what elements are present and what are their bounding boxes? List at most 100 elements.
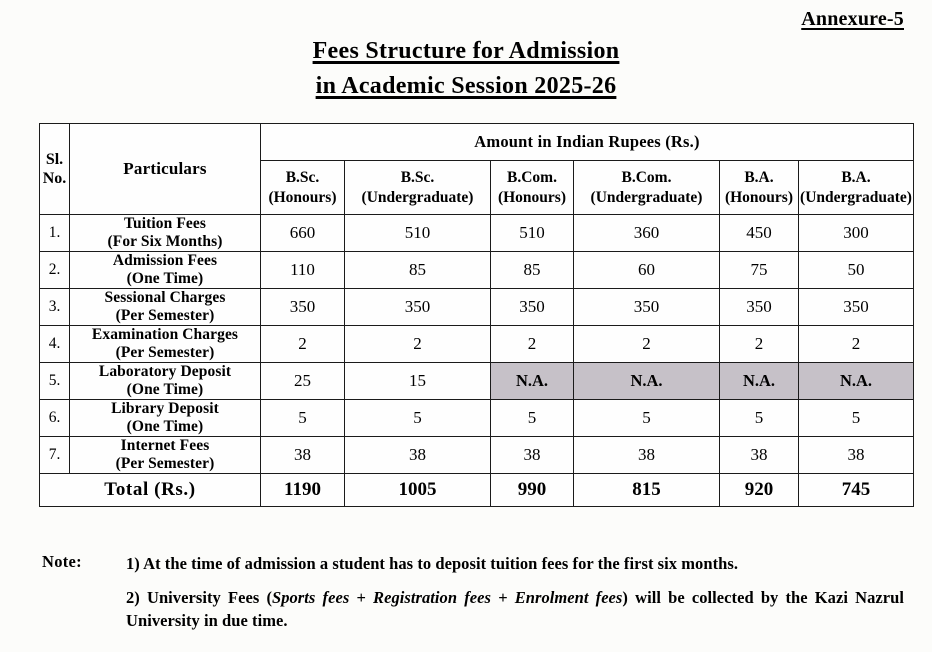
row-value: 2: [573, 325, 720, 363]
row-value: 350: [490, 288, 574, 326]
row-value: 85: [490, 251, 574, 289]
particular-subtitle: (For Six Months): [107, 233, 223, 250]
header-sl-line-1: Sl.: [45, 151, 64, 168]
notes-label: Note:: [42, 552, 82, 571]
row-value: 2: [260, 325, 345, 363]
row-particular: Examination Charges (Per Semester): [69, 325, 261, 363]
row-value: 50: [798, 251, 914, 289]
row-serial-number: 5.: [39, 362, 70, 400]
row-serial-number: 4.: [39, 325, 70, 363]
table-row: 4. Examination Charges (Per Semester) 2 2 2 2 2…: [39, 325, 914, 363]
row-value: 450: [719, 214, 799, 252]
table-row: 6. Library Deposit (One Time) 5 5 5 5 5 5: [39, 399, 914, 437]
row-value: 510: [344, 214, 491, 252]
particular-title: Admission Fees: [112, 252, 218, 269]
table-row: 3. Sessional Charges (Per Semester) 350 350 3…: [39, 288, 914, 326]
row-value-na: N.A.: [798, 362, 914, 400]
row-value: 110: [260, 251, 345, 289]
row-value: 510: [490, 214, 574, 252]
course-name: B.Sc.: [285, 168, 320, 186]
row-value: 5: [490, 399, 574, 437]
header-sl-no: Sl. No.: [39, 123, 70, 215]
table-footer: Total (Rs.) 1190 1005 990 815 920 745: [39, 473, 914, 507]
header-col-bsc-undergraduate: B.Sc. (Undergraduate): [344, 160, 491, 215]
note-2-before: 2) University Fees (: [126, 588, 272, 607]
row-value: 15: [344, 362, 491, 400]
row-value: 5: [344, 399, 491, 437]
course-type: (Honours): [497, 188, 567, 206]
particular-subtitle: (One Time): [126, 418, 204, 435]
course-name: B.Com.: [621, 168, 672, 186]
row-value: 350: [344, 288, 491, 326]
row-particular: Internet Fees (Per Semester): [69, 436, 261, 474]
header-particulars: Particulars: [69, 123, 261, 215]
fees-table: Sl. No. Particulars Amount in Indian Rup…: [39, 123, 914, 507]
row-particular: Tuition Fees (For Six Months): [69, 214, 261, 252]
course-type: (Honours): [724, 188, 794, 206]
row-value: 38: [573, 436, 720, 474]
row-value: 350: [798, 288, 914, 326]
total-value-ba-honours: 920: [719, 473, 799, 507]
row-value: 350: [573, 288, 720, 326]
particular-title: Tuition Fees: [123, 215, 206, 232]
particular-subtitle: (Per Semester): [115, 455, 215, 472]
total-value-bcom-honours: 990: [490, 473, 574, 507]
course-name: B.Sc.: [400, 168, 435, 186]
row-value: 350: [260, 288, 345, 326]
row-value: 85: [344, 251, 491, 289]
annexure-label: Annexure-5: [801, 8, 904, 30]
note-2-after: ) will be collected by the Kazi Nazrul U…: [126, 588, 904, 630]
total-value-ba-undergraduate: 745: [798, 473, 914, 507]
page-title-line-2: in Academic Session 2025-26: [315, 73, 617, 99]
header-col-ba-honours: B.A. (Honours): [719, 160, 799, 215]
note-2-italic: Sports fees + Registration fees + Enrolm…: [271, 588, 623, 607]
course-type: (Undergraduate): [590, 188, 703, 206]
header-amount-group: Amount in Indian Rupees (Rs.): [260, 123, 914, 161]
particular-title: Sessional Charges: [104, 289, 226, 306]
row-value: 38: [490, 436, 574, 474]
table-header: Sl. No. Particulars Amount in Indian Rup…: [39, 123, 914, 215]
row-serial-number: 3.: [39, 288, 70, 326]
row-value-na: N.A.: [573, 362, 720, 400]
course-type: (Undergraduate): [361, 188, 474, 206]
header-col-ba-undergraduate: B.A. (Undergraduate): [798, 160, 914, 215]
total-label: Total (Rs.): [39, 473, 261, 507]
total-value-bsc-undergraduate: 1005: [344, 473, 491, 507]
header-col-bcom-honours: B.Com. (Honours): [490, 160, 574, 215]
row-value: 2: [798, 325, 914, 363]
header-row-group: Sl. No. Particulars Amount in Indian Rup…: [39, 123, 914, 215]
row-value: 350: [719, 288, 799, 326]
notes-section: Note: 1) At the time of admission a stud…: [42, 552, 904, 632]
table-row: 2. Admission Fees (One Time) 110 85 85 60 75 50: [39, 251, 914, 289]
row-particular: Admission Fees (One Time): [69, 251, 261, 289]
row-value: 2: [719, 325, 799, 363]
row-particular: Library Deposit (One Time): [69, 399, 261, 437]
row-value: 5: [798, 399, 914, 437]
row-value: 5: [260, 399, 345, 437]
row-value: 75: [719, 251, 799, 289]
header-col-bcom-undergraduate: B.Com. (Undergraduate): [573, 160, 720, 215]
course-name: B.Com.: [507, 168, 557, 186]
row-value: 38: [719, 436, 799, 474]
row-value: 2: [490, 325, 574, 363]
row-value: 300: [798, 214, 914, 252]
header-sl-line-2: No.: [42, 170, 67, 187]
row-value: 38: [344, 436, 491, 474]
table-row: 7. Internet Fees (Per Semester) 38 38 38 38 38 3…: [39, 436, 914, 474]
row-value: 5: [719, 399, 799, 437]
total-value-bsc-honours: 1190: [260, 473, 345, 507]
row-serial-number: 6.: [39, 399, 70, 437]
row-serial-number: 2.: [39, 251, 70, 289]
particular-subtitle: (One Time): [126, 270, 204, 287]
total-row: Total (Rs.) 1190 1005 990 815 920 745: [39, 473, 914, 507]
row-serial-number: 7.: [39, 436, 70, 474]
header-col-bsc-honours: B.Sc. (Honours): [260, 160, 345, 215]
annexure-header: Annexure-5: [801, 8, 904, 31]
row-value: 60: [573, 251, 720, 289]
page-title-line-1: Fees Structure for Admission: [312, 38, 620, 64]
note-1-row: Note: 1) At the time of admission a stud…: [42, 552, 904, 575]
row-value-na: N.A.: [719, 362, 799, 400]
